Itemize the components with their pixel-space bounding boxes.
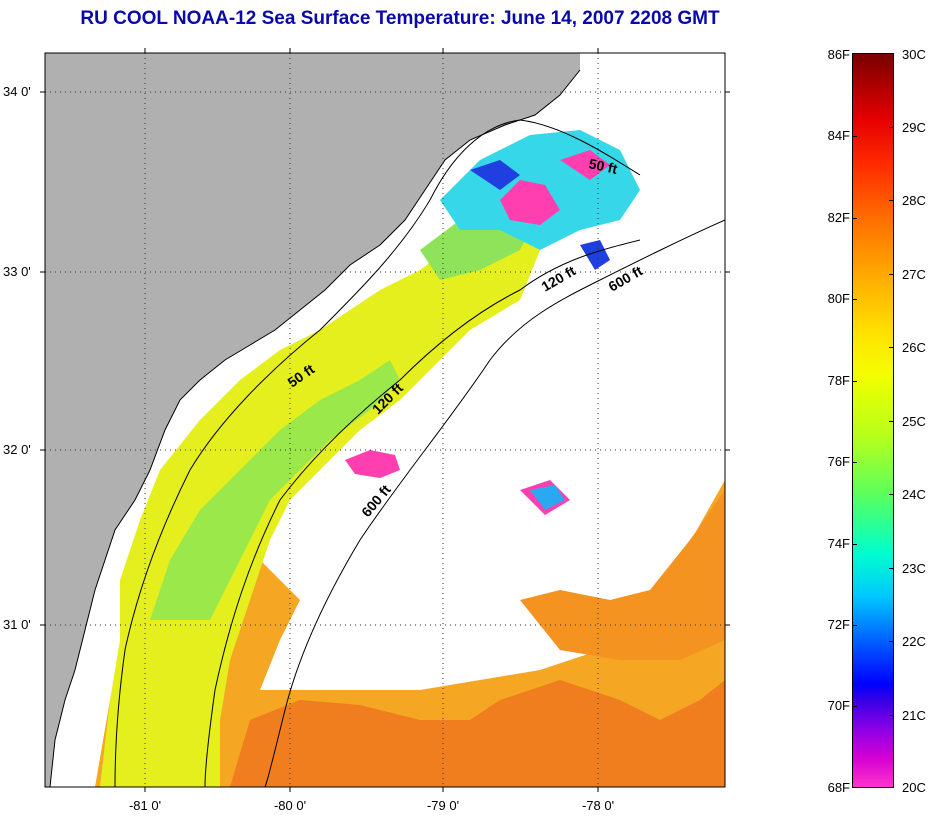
colorbar-label-f: 86F <box>827 47 850 62</box>
colorbar-label-c: 29C <box>902 120 926 135</box>
contour-label-50ft: 50 ft <box>587 155 619 177</box>
contour-600ft <box>264 219 725 787</box>
lat-label: 34 0' <box>3 84 31 99</box>
colorbar-label-c: 25C <box>902 414 926 429</box>
contour-50ft <box>114 119 641 787</box>
lon-label: -79 0' <box>427 798 459 813</box>
colorbar-label-f: 78F <box>827 373 850 388</box>
colorbar-label-f: 84F <box>827 128 850 143</box>
colorbar-label-c: 26C <box>902 340 926 355</box>
sst-region-coastal-shelf <box>100 220 540 787</box>
lon-label: -80 0' <box>274 798 306 813</box>
lon-label: -81 0' <box>129 798 161 813</box>
land-mass <box>45 53 580 787</box>
colorbar-label-c: 27C <box>902 267 926 282</box>
colorbar-label-f: 74F <box>827 536 850 551</box>
contour-120ft <box>204 239 641 787</box>
sst-region-green-inner <box>150 360 400 620</box>
colorbar-label-c: 23C <box>902 561 926 576</box>
colorbar-label-c: 21C <box>902 708 926 723</box>
lat-label: 31 0' <box>3 617 31 632</box>
sst-region-magenta-north <box>500 150 610 225</box>
colorbar-label-c: 30C <box>902 47 926 62</box>
graticule <box>45 53 725 787</box>
lat-label: 32 0' <box>3 442 31 457</box>
colorbar-label-c: 22C <box>902 634 926 649</box>
colorbar-label-c: 20C <box>902 780 926 795</box>
colorbar-label-f: 70F <box>827 698 850 713</box>
sst-region-cyan-patch <box>530 485 565 510</box>
colorbar-label-c: 28C <box>902 193 926 208</box>
sst-map: 34 0' 33 0' 32 0' 31 0' -81 0' -80 0' -7… <box>3 48 730 813</box>
coastline <box>49 69 581 787</box>
sst-region-east <box>520 490 725 660</box>
lon-label: -78 0' <box>582 798 614 813</box>
map-frame <box>44 52 726 788</box>
temperature-colorbar <box>852 53 894 788</box>
colorbar-label-f: 76F <box>827 454 850 469</box>
colorbar-label-f: 68F <box>827 780 850 795</box>
colorbar-label-f: 82F <box>827 210 850 225</box>
sst-region-hot-south <box>230 680 725 787</box>
axis-ticks <box>40 48 730 792</box>
colorbar-label-f: 80F <box>827 291 850 306</box>
lat-label: 33 0' <box>3 264 31 279</box>
sst-region-blue-patch <box>470 160 610 270</box>
map-title: RU COOL NOAA-12 Sea Surface Temperature:… <box>80 8 720 29</box>
colorbar-label-c: 24C <box>902 487 926 502</box>
colorbar-label-f: 72F <box>827 617 850 632</box>
